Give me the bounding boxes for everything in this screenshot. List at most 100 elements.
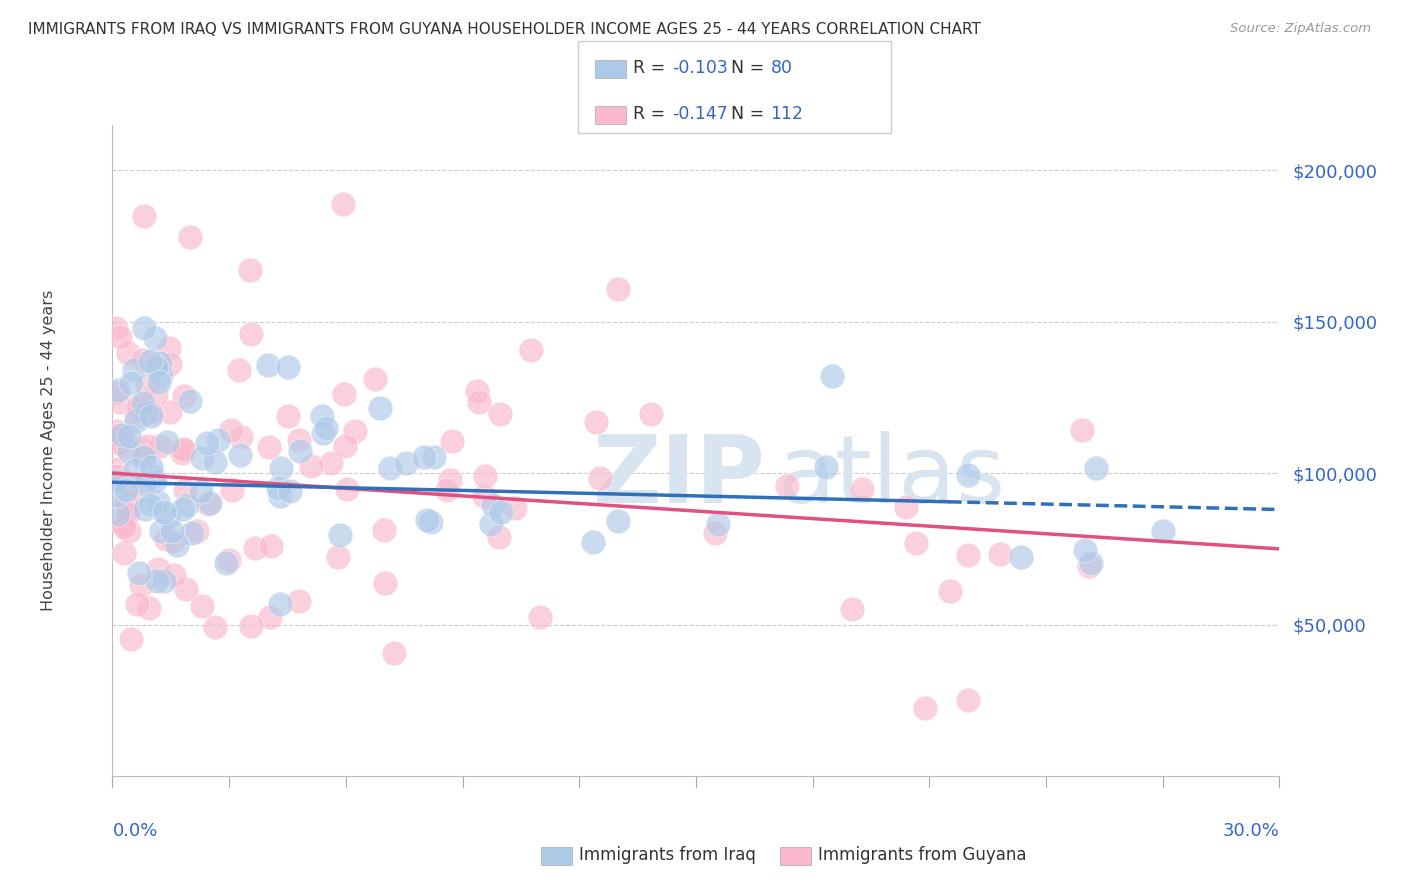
Point bbox=[135, 406, 157, 420]
Point bbox=[156, 435, 179, 450]
Text: N =: N = bbox=[731, 105, 770, 123]
Text: Immigrants from Iraq: Immigrants from Iraq bbox=[579, 847, 756, 864]
Point bbox=[174, 582, 197, 597]
Point bbox=[640, 407, 662, 421]
Point bbox=[129, 578, 152, 592]
Point bbox=[114, 494, 136, 508]
Point bbox=[585, 415, 607, 429]
Point bbox=[155, 533, 177, 547]
Point bbox=[851, 483, 873, 497]
Point bbox=[204, 620, 226, 634]
Point bbox=[204, 455, 226, 469]
Point bbox=[132, 209, 155, 223]
Point bbox=[166, 538, 188, 552]
Point bbox=[160, 524, 183, 539]
Point bbox=[112, 546, 135, 560]
Point bbox=[207, 434, 229, 448]
Point bbox=[215, 556, 238, 570]
Point bbox=[111, 428, 134, 442]
Point bbox=[105, 424, 128, 438]
Point bbox=[419, 515, 441, 529]
Point bbox=[125, 414, 148, 428]
Point bbox=[276, 360, 298, 375]
Point bbox=[120, 632, 142, 647]
Point bbox=[343, 425, 366, 439]
Point bbox=[529, 610, 551, 624]
Point bbox=[243, 541, 266, 555]
Point bbox=[162, 534, 184, 549]
Point bbox=[195, 435, 218, 450]
Point bbox=[127, 401, 149, 415]
Point bbox=[172, 442, 194, 456]
Point bbox=[957, 693, 980, 707]
Point bbox=[108, 330, 131, 344]
Point bbox=[132, 353, 155, 368]
Point bbox=[157, 342, 180, 356]
Point bbox=[118, 443, 141, 458]
Text: R =: R = bbox=[633, 105, 671, 123]
Point bbox=[1080, 556, 1102, 570]
Point bbox=[589, 471, 612, 485]
Point bbox=[174, 483, 197, 497]
Point bbox=[221, 483, 243, 498]
Point bbox=[141, 459, 163, 474]
Point bbox=[482, 498, 505, 512]
Point bbox=[288, 444, 311, 458]
Point bbox=[120, 376, 142, 390]
Text: atlas: atlas bbox=[778, 431, 1005, 523]
Point bbox=[894, 500, 917, 515]
Point bbox=[988, 547, 1011, 561]
Point bbox=[191, 599, 214, 614]
Text: Householder Income Ages 25 - 44 years: Householder Income Ages 25 - 44 years bbox=[41, 290, 56, 611]
Point bbox=[105, 469, 128, 483]
Point bbox=[111, 516, 134, 531]
Point bbox=[115, 483, 138, 498]
Point bbox=[436, 483, 458, 497]
Point bbox=[132, 395, 155, 409]
Point bbox=[957, 548, 980, 562]
Point bbox=[704, 525, 727, 540]
Point bbox=[439, 473, 461, 487]
Point bbox=[257, 358, 280, 372]
Point bbox=[128, 401, 150, 416]
Point bbox=[105, 321, 128, 335]
Point bbox=[186, 524, 208, 539]
Point bbox=[145, 574, 167, 588]
Text: 112: 112 bbox=[770, 105, 803, 123]
Point bbox=[288, 433, 311, 447]
Point bbox=[145, 359, 167, 374]
Point bbox=[107, 507, 129, 521]
Point bbox=[240, 327, 263, 342]
Point bbox=[957, 468, 980, 483]
Point bbox=[117, 346, 139, 360]
Point bbox=[333, 386, 356, 401]
Point bbox=[145, 388, 167, 402]
Point bbox=[139, 499, 162, 513]
Point bbox=[134, 450, 156, 465]
Text: 80: 80 bbox=[770, 59, 793, 77]
Point bbox=[904, 535, 927, 549]
Text: ZIP: ZIP bbox=[593, 431, 766, 523]
Text: 30.0%: 30.0% bbox=[1223, 822, 1279, 839]
Point bbox=[115, 505, 138, 519]
Point bbox=[190, 483, 212, 498]
Point bbox=[153, 574, 176, 588]
Text: R =: R = bbox=[633, 59, 671, 77]
Point bbox=[395, 456, 418, 470]
Point bbox=[124, 363, 146, 377]
Point bbox=[159, 405, 181, 419]
Point bbox=[219, 423, 242, 437]
Point bbox=[326, 549, 349, 564]
Point bbox=[260, 540, 283, 554]
Point bbox=[373, 523, 395, 537]
Point bbox=[134, 502, 156, 516]
Point bbox=[939, 583, 962, 598]
Point bbox=[172, 446, 194, 460]
Point bbox=[1074, 543, 1097, 558]
Point bbox=[582, 534, 605, 549]
Point bbox=[105, 462, 128, 476]
Text: IMMIGRANTS FROM IRAQ VS IMMIGRANTS FROM GUYANA HOUSEHOLDER INCOME AGES 25 - 44 Y: IMMIGRANTS FROM IRAQ VS IMMIGRANTS FROM … bbox=[28, 22, 981, 37]
Point bbox=[269, 489, 291, 503]
Point bbox=[118, 524, 141, 538]
Point bbox=[479, 517, 502, 532]
